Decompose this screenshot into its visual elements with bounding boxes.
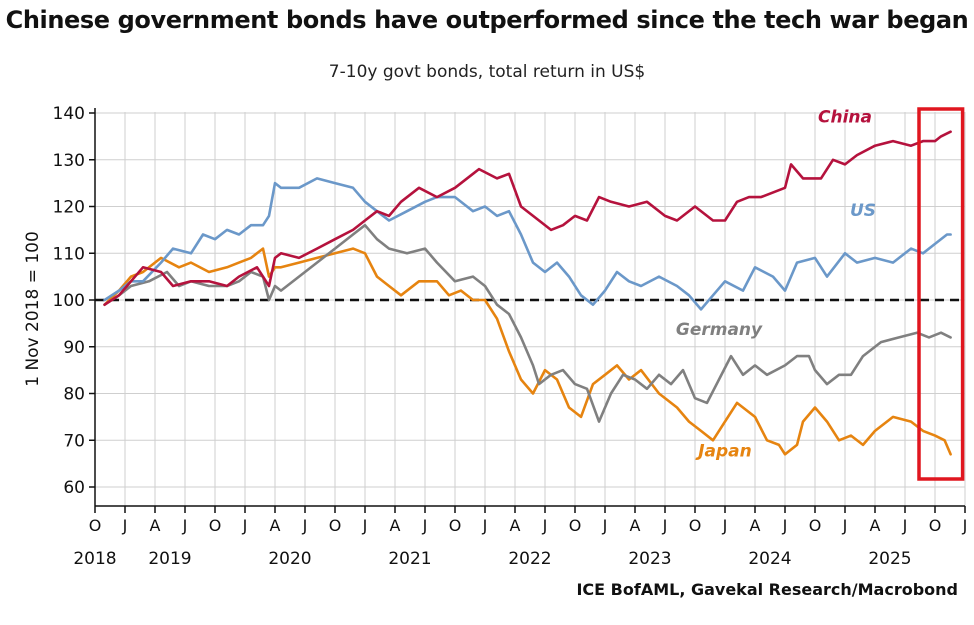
x-tick-label: A [510,516,521,535]
x-tick-label: A [150,516,161,535]
x-tick-label: O [209,516,222,535]
x-tick-label: J [542,516,548,535]
x-tick-label: J [662,516,668,535]
x-tick-label: A [630,516,641,535]
x-tick-label: O [809,516,822,535]
series-label-us: US [850,201,876,221]
series-line-china [103,130,952,307]
x-tick-label: J [902,516,908,535]
x-tick-label: J [602,516,608,535]
x-year-label: 2023 [628,549,671,569]
x-tick-label: J [842,516,848,535]
series-line-germany [103,223,952,423]
x-tick-label: A [870,516,881,535]
x-tick-label: O [569,516,582,535]
series-label-china: China [818,107,872,127]
y-tick-label: 100 [53,291,85,311]
x-tick-label: J [722,516,728,535]
x-tick-label: J [422,516,428,535]
x-tick-label: J [302,516,308,535]
x-tick-label: J [482,516,488,535]
x-tick-label: J [242,516,248,535]
x-year-label: 2022 [508,549,551,569]
x-year-label: 2020 [268,549,311,569]
y-tick-label: 90 [63,338,85,358]
series-label-japan: Japan [695,442,752,462]
chart-subtitle: 7-10y govt bonds, total return in US$ [328,62,646,82]
x-tick-label: A [270,516,281,535]
y-tick-label: 120 [53,198,85,218]
x-tick-label: O [929,516,942,535]
highlight-box [917,107,965,481]
x-tick-label: O [449,516,462,535]
x-tick-label: A [750,516,761,535]
series-line-us [103,177,952,311]
y-tick-label: 110 [53,244,85,264]
y-tick-label: 130 [53,151,85,171]
x-tick-label: O [329,516,342,535]
y-axis-label: 1 Nov 2018 = 100 [23,231,43,387]
x-tick-label: J [782,516,788,535]
x-year-label: 2019 [148,549,191,569]
chart-source: ICE BofAML, Gavekal Research/Macrobond [576,580,958,599]
x-tick-label: O [89,516,102,535]
x-year-label: 2025 [868,549,911,569]
x-tick-label: O [689,516,702,535]
chart-title: Chinese government bonds have outperform… [5,6,969,34]
y-tick-label: 80 [63,385,85,405]
x-tick-label: J [362,516,368,535]
series-line-japan [103,247,952,456]
x-year-label: 2021 [388,549,431,569]
y-tick-label: 60 [63,478,85,498]
x-tick-label: J [122,516,128,535]
y-tick-label: 70 [63,431,85,451]
y-tick-label: 140 [53,104,85,124]
x-tick-label: J [962,516,968,535]
series-label-germany: Germany [676,320,763,340]
x-tick-label: A [390,516,401,535]
x-tick-label: J [182,516,188,535]
x-year-label: 2024 [748,549,791,569]
x-year-label: 2018 [73,549,116,569]
